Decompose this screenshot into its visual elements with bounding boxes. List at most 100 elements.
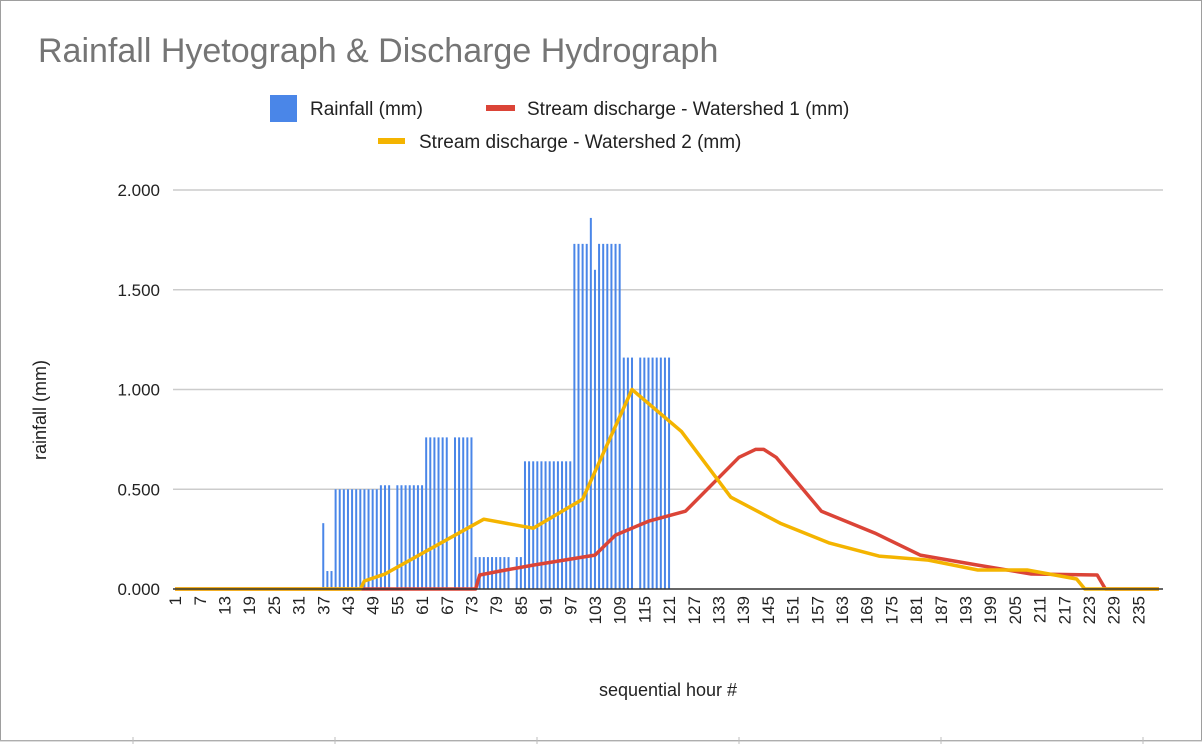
rainfall-bar [626,357,629,589]
rainfall-bar [367,489,370,589]
x-tick-label: 67 [438,596,457,615]
x-tick-label: 91 [537,596,556,615]
rainfall-bar [338,489,341,589]
x-tick-label: 109 [611,596,630,624]
x-tick-label: 43 [339,596,358,615]
x-tick-label: 85 [512,596,531,615]
x-tick-label: 7 [191,596,210,605]
x-tick-label: 217 [1055,596,1074,624]
rainfall-bar [499,557,502,589]
rainfall-bar [346,489,349,589]
rainfall-bar [569,461,572,589]
rainfall-bar [322,523,325,589]
x-tick-label: 127 [685,596,704,624]
rainfall-bar [639,357,642,589]
rainfall-bar [631,357,634,589]
rainfall-bar [659,357,662,589]
rainfall-bar [437,437,440,589]
rainfall-bar [503,557,506,589]
rainfall-bar [429,437,432,589]
rainfall-bar [528,461,531,589]
x-tick-label: 13 [215,596,234,615]
rainfall-bar [351,489,354,589]
rainfall-bar [593,269,596,589]
rainfall-bar [470,437,473,589]
rainfall-bar [643,357,646,589]
discharge-lines [175,387,1159,591]
x-tick-label: 151 [784,596,803,624]
rainfall-bar [416,485,419,589]
x-tick-label: 97 [561,596,580,615]
rainfall-bar [388,485,391,589]
x-tick-label: 235 [1129,596,1148,624]
watershed2-line [175,387,1159,591]
legend-label-watershed2: Stream discharge - Watershed 2 (mm) [419,132,741,153]
rainfall-bar [548,461,551,589]
rainfall-bar [655,357,658,589]
rainfall-bar [515,557,518,589]
legend-swatch-watershed2 [378,138,405,144]
rainfall-bar [668,357,671,589]
rainfall-bar [478,557,481,589]
x-tick-label: 115 [635,596,654,623]
legend-label-rainfall: Rainfall (mm) [310,99,423,120]
x-tick-label: 49 [364,596,383,615]
rainfall-bar [326,571,329,589]
rainfall-bar [359,489,362,589]
x-tick-label: 175 [882,596,901,624]
y-tick-label: 0.500 [117,480,160,499]
rainfall-bar [598,243,601,590]
rainfall-bar [585,243,588,590]
x-tick-label: 139 [734,596,753,624]
y-tick-labels: 0.000 0.500 1.000 1.500 2.000 [117,181,160,599]
x-tick-label: 79 [487,596,506,615]
rainfall-bar [565,461,568,589]
rainfall-bar [622,357,625,589]
rainfall-bar [573,243,576,590]
x-tick-label: 61 [413,596,432,615]
rainfall-bar [408,485,411,589]
rainfall-bar [474,557,477,589]
x-tick-label: 157 [808,596,827,624]
rainfall-bar [400,485,403,589]
rainfall-bar [606,243,609,590]
y-tick-label: 1.000 [117,381,160,400]
rainfall-bar [581,243,584,590]
x-axis-label: sequential hour # [599,680,737,700]
x-tick-label: 193 [956,596,975,624]
x-tick-label: 121 [660,596,679,624]
rainfall-bar [445,437,448,589]
y-tick-label: 2.000 [117,181,160,200]
rainfall-bar [544,461,547,589]
rainfall-bar [610,243,613,590]
rainfall-bar [396,485,399,589]
rainfall-bar [614,243,617,590]
x-tick-label: 31 [290,596,309,615]
rainfall-bar [421,485,424,589]
rainfall-bar [363,489,366,589]
rainfall-bar [441,437,444,589]
rainfall-bar [384,485,387,589]
x-tick-label: 103 [586,596,605,624]
rainfall-bar [589,217,592,589]
gridlines [173,189,1163,490]
legend-swatch-rainfall [270,95,297,122]
rainfall-bar [371,489,374,589]
y-tick-label: 1.500 [117,281,160,300]
x-tick-label: 169 [858,596,877,624]
x-tick-label: 145 [759,596,778,624]
x-tick-label: 55 [388,596,407,615]
rainfall-bar [532,461,535,589]
x-tick-label: 199 [981,596,1000,624]
rainfall-bar [330,571,333,589]
x-tick-label: 25 [265,596,284,615]
x-tick-label: 187 [932,596,951,624]
x-tick-label: 181 [907,596,926,624]
x-tick-label: 205 [1006,596,1025,624]
x-tick-label: 133 [709,596,728,624]
legend: Rainfall (mm) Stream discharge - Watersh… [270,95,849,153]
x-tick-label: 19 [240,596,259,615]
rainfall-bar [577,243,580,590]
